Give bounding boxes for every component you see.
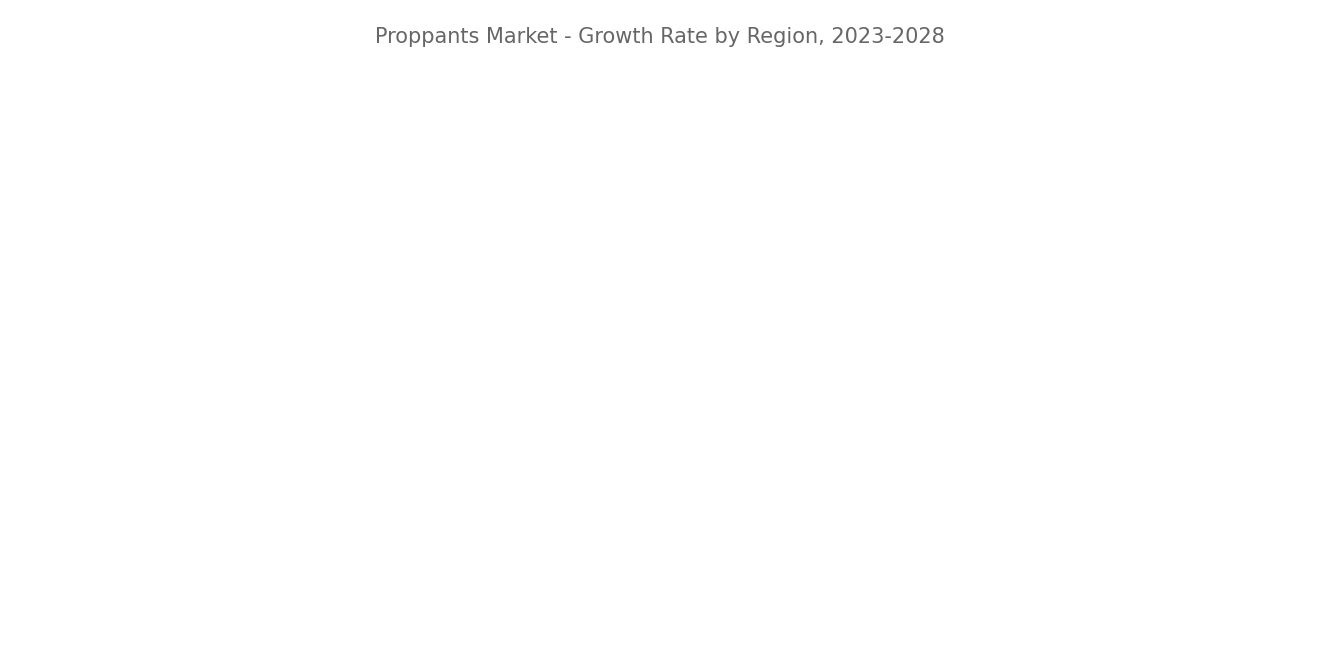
Text: Proppants Market - Growth Rate by Region, 2023-2028: Proppants Market - Growth Rate by Region… <box>375 27 945 47</box>
